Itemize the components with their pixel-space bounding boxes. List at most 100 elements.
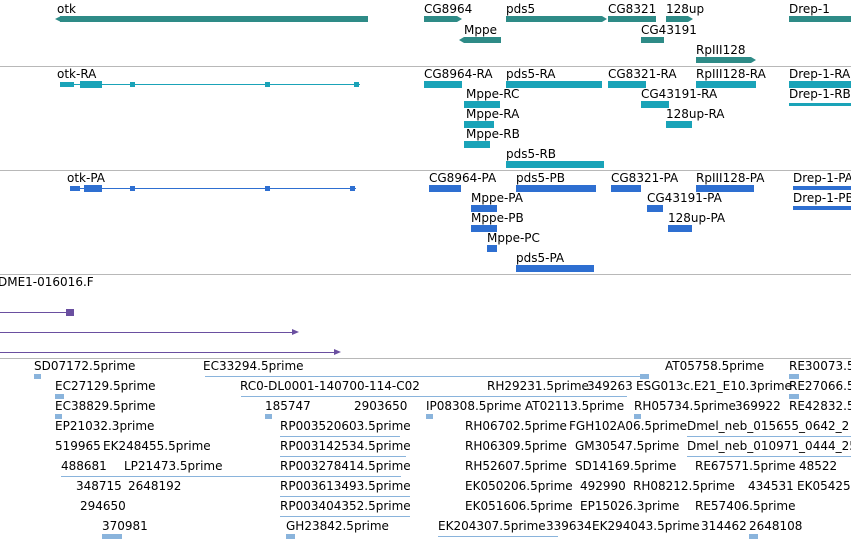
feature-label[interactable]: Drep-1 xyxy=(789,2,830,16)
gene-glyph[interactable] xyxy=(666,16,688,22)
feature-label[interactable]: AT02113.5prime xyxy=(525,399,625,413)
feature-label[interactable]: otk xyxy=(57,2,76,16)
feature-label[interactable]: 348715 xyxy=(76,479,122,493)
feature-label[interactable]: CG43191 xyxy=(641,23,697,37)
feature-label[interactable]: RC0-DL0001-140700-114-C02 xyxy=(240,379,420,393)
feature-label[interactable]: EK051606.5prime xyxy=(465,499,573,513)
feature-label[interactable]: pds5 xyxy=(506,2,536,16)
est-alignment[interactable] xyxy=(438,536,558,537)
feature-label[interactable]: otk-PA xyxy=(67,171,106,185)
est-alignment[interactable] xyxy=(280,496,410,497)
feature-label[interactable]: FGH102A06.5prime xyxy=(569,419,688,433)
feature-label[interactable]: 48522 xyxy=(799,459,838,473)
feature-label[interactable]: 434531 xyxy=(748,479,794,493)
feature-label[interactable]: Mppe-RC xyxy=(466,87,520,101)
feature-label[interactable]: EC38829.5prime xyxy=(55,399,156,413)
transcript-exon[interactable] xyxy=(130,82,135,87)
feature-label[interactable]: CG8321-PA xyxy=(611,171,679,185)
feature-label[interactable]: ESG013c.E21_E10.3prime xyxy=(636,379,792,393)
est-alignment[interactable] xyxy=(205,376,649,377)
feature-label[interactable]: EC27129.5prime xyxy=(55,379,156,393)
transcript-exon[interactable] xyxy=(608,81,646,88)
gene-glyph[interactable] xyxy=(464,37,501,43)
protein-cds[interactable] xyxy=(471,225,497,232)
feature-label[interactable]: RE27066.5 xyxy=(789,379,851,393)
feature-label[interactable]: pds5-RB xyxy=(506,147,557,161)
feature-label[interactable]: 519965 xyxy=(55,439,101,453)
feature-label[interactable]: RpIII128-PA xyxy=(696,171,765,185)
feature-label[interactable]: RP003142534.5prime xyxy=(280,439,411,453)
feature-label[interactable]: EK050206.5prime xyxy=(465,479,573,493)
feature-label[interactable]: 128up-RA xyxy=(666,107,725,121)
feature-label[interactable]: Drep-1-PB xyxy=(793,191,851,205)
feature-label[interactable]: AT05758.5prime xyxy=(665,359,765,373)
gene-glyph[interactable] xyxy=(641,37,664,43)
feature-label[interactable]: RH05734.5prime xyxy=(634,399,736,413)
transcript-exon[interactable] xyxy=(666,121,692,128)
feature-label[interactable]: RH06702.5prime xyxy=(465,419,567,433)
feature-label[interactable]: CG8964-RA xyxy=(424,67,493,81)
protein-cds[interactable] xyxy=(471,205,497,212)
feature-label[interactable]: RP003520603.5prime xyxy=(280,419,411,433)
est-alignment[interactable] xyxy=(280,516,410,517)
feature-label[interactable]: 349263 xyxy=(587,379,633,393)
feature-label[interactable]: SD07172.5prime xyxy=(34,359,136,373)
feature-label[interactable]: 185747 xyxy=(265,399,311,413)
feature-label[interactable]: 294650 xyxy=(80,499,126,513)
est-alignment[interactable] xyxy=(61,476,401,477)
protein-cds[interactable] xyxy=(70,186,80,191)
feature-label[interactable]: Mppe-PB xyxy=(471,211,524,225)
feature-label[interactable]: RH29231.5prime xyxy=(487,379,589,393)
feature-label[interactable]: RH08212.5prime xyxy=(633,479,735,493)
protein-cds[interactable] xyxy=(647,205,663,212)
transcript-exon[interactable] xyxy=(354,82,359,87)
feature-label[interactable]: RH52607.5prime xyxy=(465,459,567,473)
protein-cds[interactable] xyxy=(487,245,497,252)
feature-label[interactable]: DME1-016016.F xyxy=(0,275,94,289)
feature-label[interactable]: RE57406.5prime xyxy=(695,499,796,513)
feature-label[interactable]: RE30073.5 xyxy=(789,359,851,373)
protein-cds[interactable] xyxy=(793,186,851,190)
feature-label[interactable]: RP003404352.5prime xyxy=(280,499,411,513)
feature-label[interactable]: RpIII128 xyxy=(696,43,746,57)
feature-label[interactable]: CG8321 xyxy=(608,2,657,16)
gene-glyph[interactable] xyxy=(60,16,368,22)
gene-glyph[interactable] xyxy=(789,16,851,22)
feature-label[interactable]: Mppe-PA xyxy=(471,191,523,205)
feature-label[interactable]: 370981 xyxy=(102,519,148,533)
feature-label[interactable]: pds5-PB xyxy=(516,171,565,185)
transcript-exon[interactable] xyxy=(789,103,851,106)
clone-alignment[interactable] xyxy=(0,312,66,313)
transcript-exon[interactable] xyxy=(696,81,756,88)
feature-label[interactable]: CG43191-PA xyxy=(647,191,722,205)
protein-cds[interactable] xyxy=(265,186,270,191)
feature-label[interactable]: Mppe-RA xyxy=(466,107,520,121)
feature-label[interactable]: RE67571.5prime xyxy=(695,459,796,473)
feature-label[interactable]: 314462 xyxy=(701,519,747,533)
transcript-exon[interactable] xyxy=(60,82,74,87)
clone-alignment[interactable] xyxy=(0,332,292,333)
protein-cds[interactable] xyxy=(130,186,135,191)
feature-label[interactable]: 128up-PA xyxy=(668,211,726,225)
feature-label[interactable]: CG8964-PA xyxy=(429,171,497,185)
est-alignment[interactable] xyxy=(280,436,400,437)
feature-label[interactable]: pds5-PA xyxy=(516,251,565,265)
transcript-exon[interactable] xyxy=(424,81,462,88)
protein-cds[interactable] xyxy=(611,185,641,192)
gene-glyph[interactable] xyxy=(696,57,751,63)
transcript-exon[interactable] xyxy=(265,82,270,87)
feature-label[interactable]: RE42832.5 xyxy=(789,399,851,413)
transcript-exon[interactable] xyxy=(464,141,490,148)
protein-cds[interactable] xyxy=(696,185,754,192)
feature-label[interactable]: EK294043.5prime xyxy=(592,519,700,533)
feature-label[interactable]: 128up xyxy=(666,2,705,16)
feature-label[interactable]: EK248455.5prime xyxy=(103,439,211,453)
protein-cds[interactable] xyxy=(793,206,851,210)
protein-cds[interactable] xyxy=(516,265,594,272)
gene-glyph[interactable] xyxy=(608,16,656,22)
protein-cds[interactable] xyxy=(350,186,355,191)
transcript-exon[interactable] xyxy=(464,121,494,128)
transcript-exon[interactable] xyxy=(789,81,851,88)
feature-label[interactable]: EP15026.3prime xyxy=(580,499,680,513)
feature-label[interactable]: LP21473.5prime xyxy=(124,459,223,473)
